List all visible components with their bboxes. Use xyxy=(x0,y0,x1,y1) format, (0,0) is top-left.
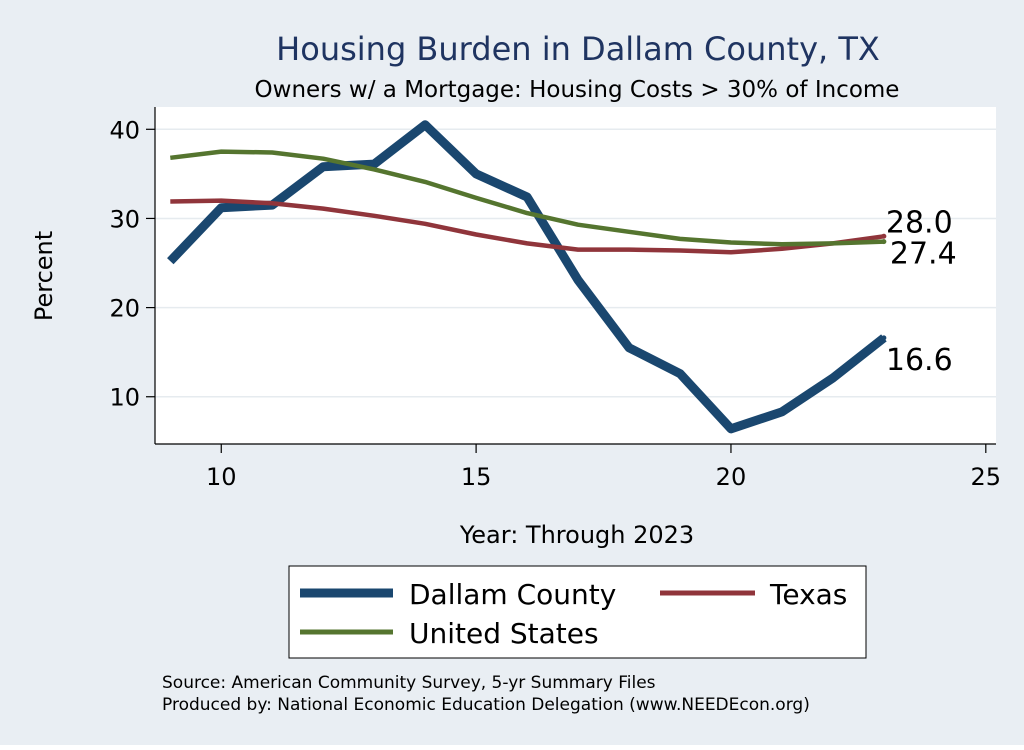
legend-label-texas: Texas xyxy=(769,578,847,611)
end-label-dallam-county: 16.6 xyxy=(886,343,953,378)
end-marker-united-states xyxy=(881,239,887,245)
y-tick-label: 10 xyxy=(109,384,140,412)
x-tick-label: 10 xyxy=(206,463,237,491)
chart-title: Housing Burden in Dallam County, TX xyxy=(276,30,880,68)
x-tick-label: 20 xyxy=(716,463,747,491)
legend-box xyxy=(288,565,867,659)
grid-lines xyxy=(155,128,996,398)
end-label-texas: 28.0 xyxy=(886,205,953,240)
legend-label-united-states: United States xyxy=(409,617,599,650)
y-axis-label: Percent xyxy=(30,231,58,321)
series-line-united-states xyxy=(170,149,884,247)
source-line-2: Produced by: National Economic Education… xyxy=(162,695,810,715)
y-tick-label: 30 xyxy=(109,205,140,233)
end-marker-texas xyxy=(881,233,887,239)
legend: Dallam County Texas United States xyxy=(288,565,867,659)
source-line-1: Source: American Community Survey, 5-yr … xyxy=(162,673,656,693)
y-tick-label: 20 xyxy=(109,295,140,323)
legend-label-dallam-county: Dallam County xyxy=(409,578,616,611)
axes: 10 20 30 40 10 15 20 25 xyxy=(109,107,1001,491)
end-labels: 16.6 28.027.4 xyxy=(881,205,957,378)
chart-subtitle: Owners w/ a Mortgage: Housing Costs > 30… xyxy=(255,77,900,103)
x-tick-label: 15 xyxy=(461,463,492,491)
end-marker-dallam-county xyxy=(881,335,887,341)
series-layer xyxy=(167,120,887,434)
x-axis-label: Year: Through 2023 xyxy=(459,521,694,549)
series-line-dallam-county xyxy=(167,120,887,434)
x-tick-label: 25 xyxy=(971,463,1002,491)
series-line-texas xyxy=(170,198,885,255)
y-tick-label: 40 xyxy=(109,116,140,144)
end-label-united-states: 27.4 xyxy=(890,237,957,272)
